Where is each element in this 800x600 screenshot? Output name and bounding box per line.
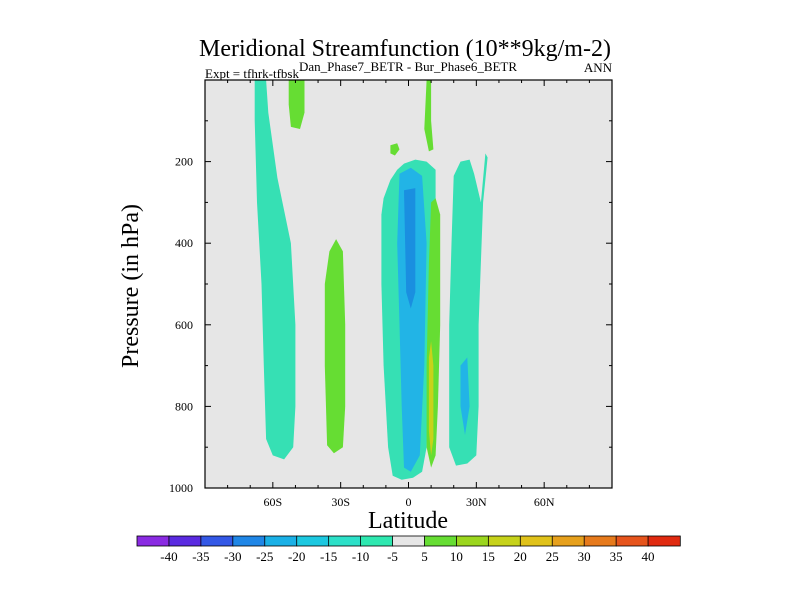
- region-green-strip-10N: [424, 80, 434, 152]
- colorbar-label: 15: [482, 549, 495, 564]
- y-tick-label: 200: [175, 155, 193, 169]
- colorbar-swatch: [360, 535, 394, 547]
- colorbar-swatch: [136, 535, 170, 547]
- y-axis-label: Pressure (in hPa): [118, 204, 144, 368]
- colorbar-label: 10: [450, 549, 463, 564]
- colorbar-swatch: [615, 535, 649, 547]
- x-tick-label: 60N: [534, 495, 555, 509]
- x-tick-label: 0: [406, 495, 412, 509]
- colorbar: -40 -35 -30 -25 -20 -15 -10 -5 5 10 15 20 25 30 35 40: [136, 535, 681, 564]
- colorbar-swatch: [296, 535, 330, 547]
- colorbar-swatch: [424, 535, 458, 547]
- colorbar-swatch: [232, 535, 266, 547]
- x-tick-label: 30N: [466, 495, 487, 509]
- y-tick-label: 800: [175, 399, 193, 413]
- colorbar-label: -30: [224, 549, 241, 564]
- colorbar-swatch: [168, 535, 202, 547]
- region-cyan-band-60S: [254, 80, 296, 460]
- colorbar-swatch: [647, 535, 681, 547]
- colorbar-label: -15: [320, 549, 337, 564]
- colorbar-label: 40: [642, 549, 655, 564]
- region-blue-core: [404, 188, 416, 309]
- y-tick-label: 1000: [169, 481, 193, 495]
- region-blue-equatorial: [397, 167, 427, 472]
- expt-label: Expt = tfhrk-tfbsk: [205, 66, 299, 81]
- colorbar-swatch: [392, 535, 426, 547]
- colorbar-label: 20: [514, 549, 527, 564]
- x-tick-label: 30S: [331, 495, 350, 509]
- region-green-top-50S: [288, 80, 305, 129]
- colorbar-swatch: [551, 535, 585, 547]
- region-blue-core-25N: [460, 357, 470, 435]
- y-tick-label: 400: [175, 236, 193, 250]
- colorbar-swatch: [200, 535, 234, 547]
- colorbar-label: -40: [160, 549, 177, 564]
- region-yellow-core-10N: [428, 341, 434, 456]
- colorbar-label: -10: [352, 549, 369, 564]
- colorbar-label: -35: [192, 549, 209, 564]
- region-green-dot-5S: [390, 143, 400, 156]
- contour-regions: [254, 80, 488, 480]
- y-axis: 200 400 600 800 1000: [169, 120, 612, 495]
- colorbar-label: 5: [421, 549, 428, 564]
- colorbar-label: -20: [288, 549, 305, 564]
- colorbar-swatch: [328, 535, 362, 547]
- region-green-mid-30S: [324, 239, 346, 454]
- chart-subtitle: Dan_Phase7_BETR - Bur_Phase6_BETR: [299, 59, 517, 74]
- season-label: ANN: [584, 60, 613, 75]
- x-axis-label: Latitude: [368, 508, 448, 534]
- x-axis: 60S 30S 0 30N 60N: [227, 80, 590, 509]
- colorbar-label: -25: [256, 549, 273, 564]
- colorbar-swatch: [583, 535, 617, 547]
- colorbar-label: 35: [610, 549, 623, 564]
- x-tick-label: 60S: [263, 495, 282, 509]
- region-cyan-band-25N: [449, 153, 488, 466]
- y-tick-label: 600: [175, 318, 193, 332]
- colorbar-swatch: [487, 535, 521, 547]
- colorbar-label: 30: [578, 549, 591, 564]
- colorbar-swatch: [264, 535, 298, 547]
- colorbar-label: 25: [546, 549, 559, 564]
- chart-title: Meridional Streamfunction (10**9kg/m-2): [199, 36, 611, 62]
- colorbar-swatch: [519, 535, 553, 547]
- colorbar-swatch: [456, 535, 490, 547]
- colorbar-label: -5: [387, 549, 398, 564]
